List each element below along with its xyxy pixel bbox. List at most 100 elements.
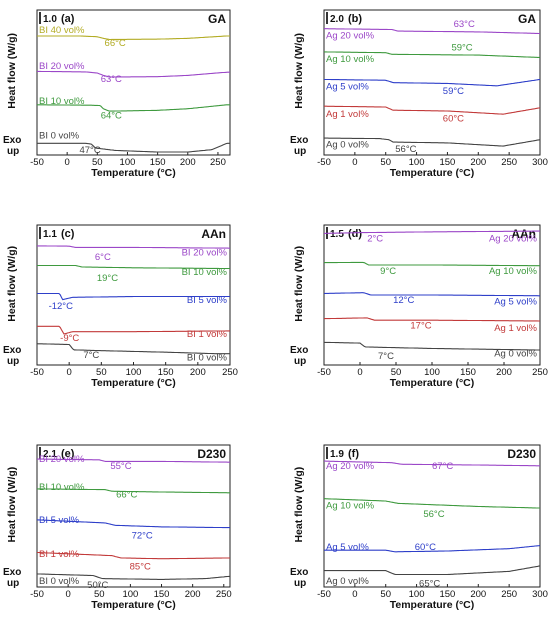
series-label: BI 40 vol%: [39, 25, 85, 36]
x-tick-label: 250: [222, 367, 238, 378]
series-label: Ag 10 vol%: [489, 266, 538, 277]
series-line: [324, 565, 541, 576]
exo-label: Exo: [290, 135, 308, 146]
series-label: Ag 1 vol%: [326, 109, 369, 120]
tg-annotation: 9°C: [380, 266, 396, 277]
series-line: [37, 458, 230, 463]
plot-frame: [323, 444, 541, 588]
series-label: BI 0 vol%: [187, 353, 228, 364]
tg-annotation: 85°C: [130, 562, 151, 573]
x-tick-label: -50: [30, 157, 44, 168]
panel-label: (c): [61, 228, 75, 240]
series-line: [324, 460, 540, 467]
series-line: [323, 317, 540, 322]
x-tick-label: 50: [380, 157, 391, 168]
panel-label: (e): [61, 448, 75, 460]
up-label: up: [7, 356, 19, 367]
tg-annotation: 56°C: [395, 144, 416, 155]
series-line: [324, 498, 540, 509]
tg-annotation: 7°C: [83, 350, 99, 361]
up-label: up: [294, 356, 306, 367]
x-tick-label: 200: [496, 367, 512, 378]
x-tick-label: -50: [317, 157, 331, 168]
panel-label: (a): [61, 13, 75, 25]
x-tick-label: 250: [501, 589, 517, 600]
x-tick-label: 250: [210, 157, 226, 168]
x-tick-label: 0: [352, 157, 357, 168]
x-tick-label: 150: [154, 589, 170, 600]
y-axis-label: Heat flow (W/g): [6, 33, 18, 109]
x-axis-label: Temperature (°C): [91, 599, 176, 611]
x-axis-label: Temperature (°C): [91, 167, 176, 179]
x-tick-label: 250: [501, 157, 517, 168]
x-tick-label: 50: [92, 157, 103, 168]
y-axis-label: Heat flow (W/g): [293, 33, 305, 109]
dsc-panel-a: 1.0 (a) GA -50 0 50 100 150 200 250 Temperature (°…: [3, 9, 231, 179]
tg-annotation: 59°C: [443, 86, 464, 97]
x-tick-label: 0: [357, 367, 362, 378]
scale-label: 1.5: [330, 229, 344, 240]
x-axis-label: Temperature (°C): [390, 377, 475, 389]
x-tick-label: 150: [439, 589, 455, 600]
x-tick-label: 150: [150, 157, 166, 168]
corner-label: D230: [197, 447, 226, 461]
tg-annotation: 63°C: [101, 74, 122, 85]
tg-annotation: 66°C: [116, 489, 137, 500]
x-tick-label: -50: [30, 589, 44, 600]
series-label: BI 10 vol%: [39, 482, 85, 493]
x-tick-label: 50: [391, 367, 402, 378]
x-tick-label: 200: [180, 157, 196, 168]
series-label: BI 5 vol%: [39, 515, 80, 526]
series-label: Ag 20 vol%: [326, 461, 375, 472]
x-tick-label: 100: [424, 367, 440, 378]
series-label: BI 1 vol%: [187, 329, 228, 340]
series-line: [323, 292, 540, 297]
y-axis-label: Heat flow (W/g): [6, 467, 18, 543]
tg-annotation: 64°C: [101, 110, 122, 121]
series-label: Ag 10 vol%: [326, 54, 375, 65]
series-line: [324, 137, 541, 147]
x-tick-label: 50: [96, 367, 107, 378]
x-tick-label: 200: [470, 157, 486, 168]
series-label: Ag 20 vol%: [489, 234, 538, 245]
corner-label: AAn: [511, 227, 536, 241]
x-tick-label: 250: [216, 589, 232, 600]
dsc-panel-b: 2.0 (b) GA -50 0 50 100 150 200 250 300 Temperature…: [290, 9, 548, 179]
x-tick-label: 200: [190, 367, 206, 378]
series-line: [324, 78, 541, 87]
series-label: BI 1 vol%: [39, 549, 80, 560]
scale-label: 1.1: [43, 229, 57, 240]
series-line: [324, 105, 541, 115]
tg-annotation: 60°C: [415, 542, 436, 553]
plot-frame: [36, 9, 231, 156]
series-line: [37, 488, 230, 494]
tg-annotation: 7°C: [378, 351, 394, 362]
exo-label: Exo: [3, 135, 21, 146]
corner-label: AAn: [201, 227, 226, 241]
series-label: Ag 5 vol%: [494, 297, 537, 308]
scale-label: 2.1: [43, 449, 57, 460]
series-line: [37, 292, 230, 301]
x-tick-label: 100: [409, 589, 425, 600]
series-label: Ag 0 vol%: [494, 348, 537, 359]
x-tick-label: 250: [532, 367, 548, 378]
dsc-panel-c: 1.1 (c) AAn -50 0 50 100 150 200 250 Temperature (…: [3, 224, 238, 389]
x-tick-label: -50: [317, 589, 331, 600]
x-tick-label: 150: [439, 157, 455, 168]
tg-annotation: -9°C: [60, 333, 79, 344]
x-tick-label: 300: [532, 157, 548, 168]
series-label: BI 20 vol%: [39, 61, 85, 72]
series-label: BI 10 vol%: [39, 96, 85, 107]
series-line: [324, 51, 541, 59]
tg-annotation: 17°C: [410, 320, 431, 331]
y-axis-label: Heat flow (W/g): [6, 246, 18, 322]
series-line: [37, 104, 230, 112]
scale-label: 1.9: [330, 449, 344, 460]
dsc-panel-d: 1.5 (d) AAn -50 0 50 100 150 200 250 Temperature (…: [290, 224, 548, 389]
x-axis-label: Temperature (°C): [91, 377, 176, 389]
series-label: BI 0 vol%: [39, 576, 80, 587]
series-line: [37, 551, 230, 560]
x-tick-label: -50: [30, 367, 44, 378]
x-tick-label: 150: [460, 367, 476, 378]
x-tick-label: 100: [122, 589, 138, 600]
